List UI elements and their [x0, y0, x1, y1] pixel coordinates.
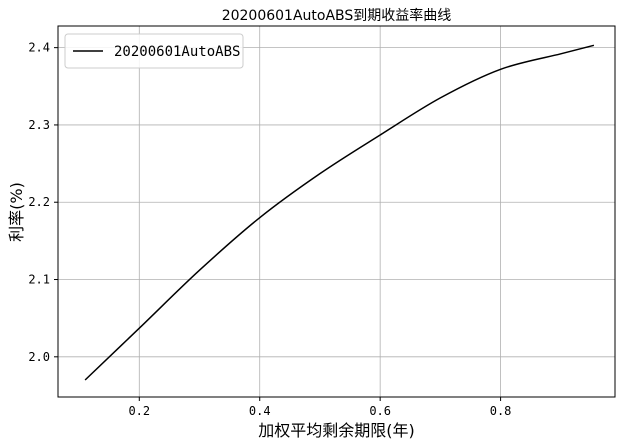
- y-tick-label: 2.3: [28, 118, 50, 132]
- x-axis: 0.2 0.4 0.6 0.8: [128, 397, 511, 418]
- x-tick-label: 0.6: [369, 404, 391, 418]
- y-tick-label: 2.1: [28, 273, 50, 287]
- x-tick-label: 0.2: [128, 404, 150, 418]
- legend-box: [64, 33, 244, 69]
- x-tick-label: 0.8: [490, 404, 512, 418]
- series-layer: [84, 44, 595, 381]
- x-tick-label: 0.4: [249, 404, 271, 418]
- y-tick-label: 2.4: [28, 41, 50, 55]
- legend: 20200601AutoABS: [64, 33, 244, 69]
- y-tick-label: 2.2: [28, 195, 50, 209]
- y-tick-label: 2.0: [28, 350, 50, 364]
- y-axis-label: 利率(%): [7, 182, 26, 242]
- chart-title: 20200601AutoABS到期收益率曲线: [222, 7, 452, 24]
- legend-entry-label: 20200601AutoABS: [114, 44, 240, 60]
- x-axis-label: 加权平均剩余期限(年): [258, 421, 415, 440]
- grid: [58, 26, 615, 397]
- plot-frame: [57, 25, 616, 398]
- y-axis: 2.0 2.1 2.2 2.3 2.4: [28, 41, 58, 364]
- series-line: [84, 44, 595, 381]
